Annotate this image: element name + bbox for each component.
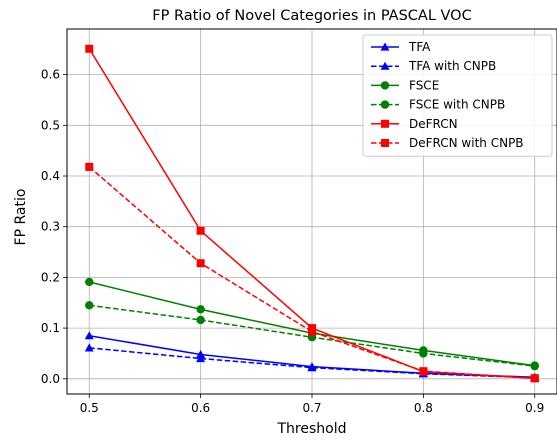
x-tick-label: 0.5 xyxy=(80,401,99,415)
data-point xyxy=(84,343,94,352)
legend-label: DeFRCN with CNPB xyxy=(409,136,524,150)
legend-swatch-marker xyxy=(380,100,390,109)
data-point xyxy=(196,315,205,325)
legend-item: FSCE xyxy=(371,78,439,92)
data-point xyxy=(530,374,539,383)
series-line xyxy=(88,166,535,380)
data-point xyxy=(196,259,205,268)
legend-swatch-marker xyxy=(380,81,390,90)
x-axis-label: Threshold xyxy=(277,421,347,437)
data-point xyxy=(85,44,94,53)
x-tick-label: 0.8 xyxy=(414,401,433,415)
data-point xyxy=(85,162,94,171)
legend-item: TFA with CNPB xyxy=(371,59,496,73)
data-point xyxy=(196,226,205,235)
legend-swatch-marker xyxy=(380,42,390,51)
x-axis-ticks: 0.5 0.6 0.7 0.8 0.9 xyxy=(80,394,544,415)
data-point xyxy=(419,367,428,376)
legend-label: TFA xyxy=(408,40,431,54)
y-tick-label: 0.2 xyxy=(41,270,60,284)
grid xyxy=(67,29,557,394)
y-tick-label: 0.5 xyxy=(41,118,60,132)
series-group xyxy=(84,44,540,383)
legend-swatch-marker xyxy=(381,119,389,128)
data-point xyxy=(196,349,206,359)
y-tick-label: 0.0 xyxy=(41,372,60,386)
data-point xyxy=(196,305,205,314)
x-tick-label: 0.6 xyxy=(191,401,210,415)
legend-label: FSCE xyxy=(409,78,439,92)
legend-label: DeFRCN xyxy=(409,117,458,131)
y-axis-label: FP Ratio xyxy=(13,189,29,246)
data-point xyxy=(85,277,94,287)
series-line xyxy=(89,347,535,379)
legend-label: TFA with CNPB xyxy=(408,59,496,73)
legend-item: TFA xyxy=(371,40,431,54)
y-tick-label: 0.3 xyxy=(41,220,60,234)
legend-box xyxy=(362,34,553,157)
legend-swatch-marker xyxy=(380,61,390,70)
x-tick-label: 0.9 xyxy=(525,401,544,415)
legend: TFA TFA with CNPB FSCE FSCE with CNPB DeFRCN… xyxy=(362,34,553,157)
data-point xyxy=(530,361,539,371)
chart-title: FP Ratio of Novel Categories in PASCAL V… xyxy=(152,8,471,24)
legend-label: FSCE with CNPB xyxy=(409,98,505,112)
y-tick-label: 0.6 xyxy=(41,68,60,82)
x-tick-label: 0.7 xyxy=(302,401,321,415)
data-point xyxy=(85,301,94,310)
data-point xyxy=(307,363,317,372)
data-point xyxy=(419,349,428,358)
data-point xyxy=(308,327,316,336)
legend-item: DeFRCN xyxy=(371,117,458,131)
y-axis-ticks: 0.0 0.1 0.2 0.3 0.4 0.5 0.6 xyxy=(41,68,67,386)
data-point xyxy=(196,354,206,363)
legend-swatch-marker xyxy=(381,139,389,147)
series-5 xyxy=(85,162,539,383)
y-tick-label: 0.1 xyxy=(41,321,60,335)
y-tick-label: 0.4 xyxy=(41,169,60,183)
legend-item: DeFRCN with CNPB xyxy=(371,136,524,150)
legend-item: FSCE with CNPB xyxy=(371,98,505,112)
data-point xyxy=(84,331,94,340)
